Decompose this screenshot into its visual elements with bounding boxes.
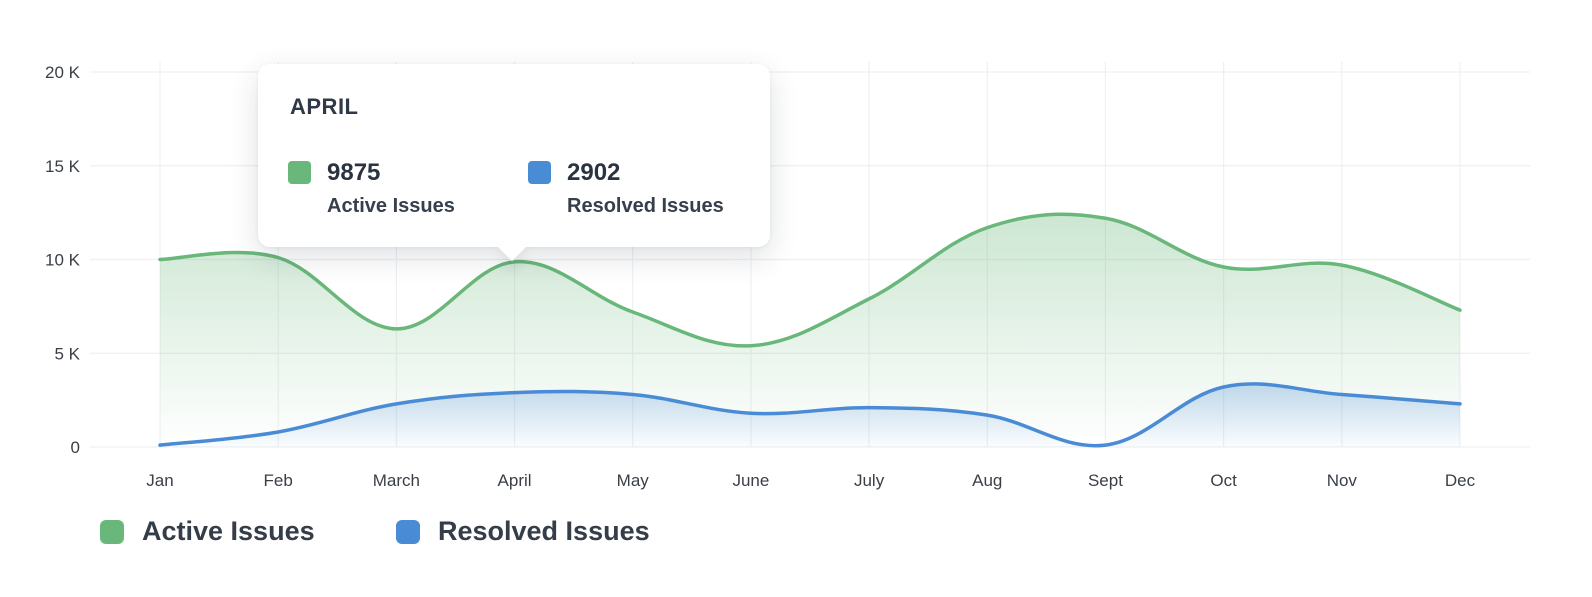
tooltip: APRIL 9875 Active Issues 2902 Resolved I… xyxy=(258,64,770,262)
x-tick-label: Dec xyxy=(1445,471,1476,490)
legend-label-active-issues: Active Issues xyxy=(142,516,315,546)
x-tick-label: July xyxy=(854,471,885,490)
x-tick-label: Jan xyxy=(146,471,173,490)
series-area-resolved-issues xyxy=(160,383,1460,447)
x-tick-label: Aug xyxy=(972,471,1002,490)
x-tick-label: June xyxy=(732,471,769,490)
tooltip-swatch-resolved-issues xyxy=(528,161,551,184)
x-tick-label: Sept xyxy=(1088,471,1123,490)
legend-swatch-active-issues xyxy=(100,520,124,544)
y-tick-label: 5 K xyxy=(54,344,80,363)
x-tick-label: Nov xyxy=(1327,471,1358,490)
tooltip-value-resolved-issues: 2902 xyxy=(567,159,621,186)
x-tick-label: March xyxy=(373,471,420,490)
legend-label-resolved-issues: Resolved Issues xyxy=(438,516,650,546)
legend-swatch-resolved-issues xyxy=(396,520,420,544)
series-line-resolved-issues[interactable] xyxy=(158,382,1462,448)
y-tick-label: 15 K xyxy=(45,157,81,176)
tooltip-title: APRIL xyxy=(290,94,359,119)
tooltip-value-active-issues: 9875 xyxy=(327,159,381,186)
tooltip-label-resolved-issues: Resolved Issues xyxy=(567,195,724,217)
y-tick-label: 10 K xyxy=(45,251,81,270)
x-tick-label: April xyxy=(498,471,532,490)
series-line-active-issues[interactable] xyxy=(158,212,1462,348)
tooltip-label-active-issues: Active Issues xyxy=(327,195,455,217)
y-axis-tick-labels: 0 5 K 10 K 15 K 20 K xyxy=(45,63,81,457)
series-lines xyxy=(158,212,1462,448)
x-tick-label: Oct xyxy=(1210,471,1237,490)
x-axis-tick-labels: Jan Feb March April May June July Aug Sept Oct Nov… xyxy=(146,471,1475,490)
x-tick-label: May xyxy=(617,471,650,490)
x-tick-label: Feb xyxy=(264,471,293,490)
y-tick-label: 0 xyxy=(71,438,80,457)
tooltip-swatch-active-issues xyxy=(288,161,311,184)
y-tick-label: 20 K xyxy=(45,63,81,82)
